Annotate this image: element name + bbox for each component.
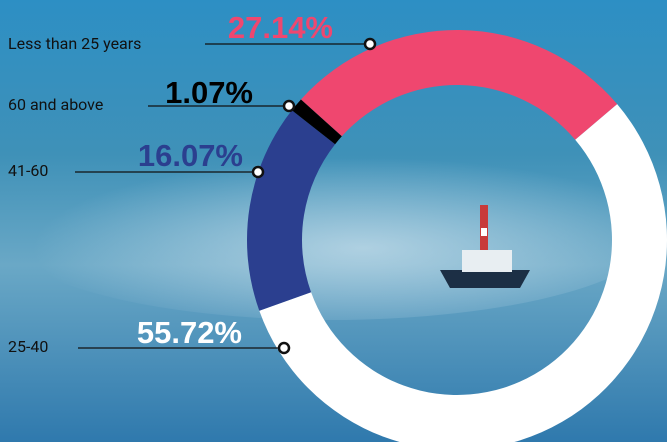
category-label: 60 and above [8, 95, 103, 114]
leader-dot [279, 343, 289, 353]
category-label: 25-40 [8, 337, 48, 356]
value-label: 16.07% [138, 138, 243, 173]
leader-dot [284, 101, 294, 111]
category-label: 41-60 [8, 161, 48, 180]
value-label: 55.72% [137, 315, 242, 350]
value-label: 27.14% [228, 10, 333, 45]
category-label: Less than 25 years [8, 34, 141, 53]
leader-dot [365, 39, 375, 49]
chart: Less than 25 years 27.14% 25-40 55.72% 41-60… [0, 0, 667, 442]
leader-dot [253, 167, 263, 177]
background-wake [0, 140, 660, 320]
value-label: 1.07% [165, 75, 253, 110]
